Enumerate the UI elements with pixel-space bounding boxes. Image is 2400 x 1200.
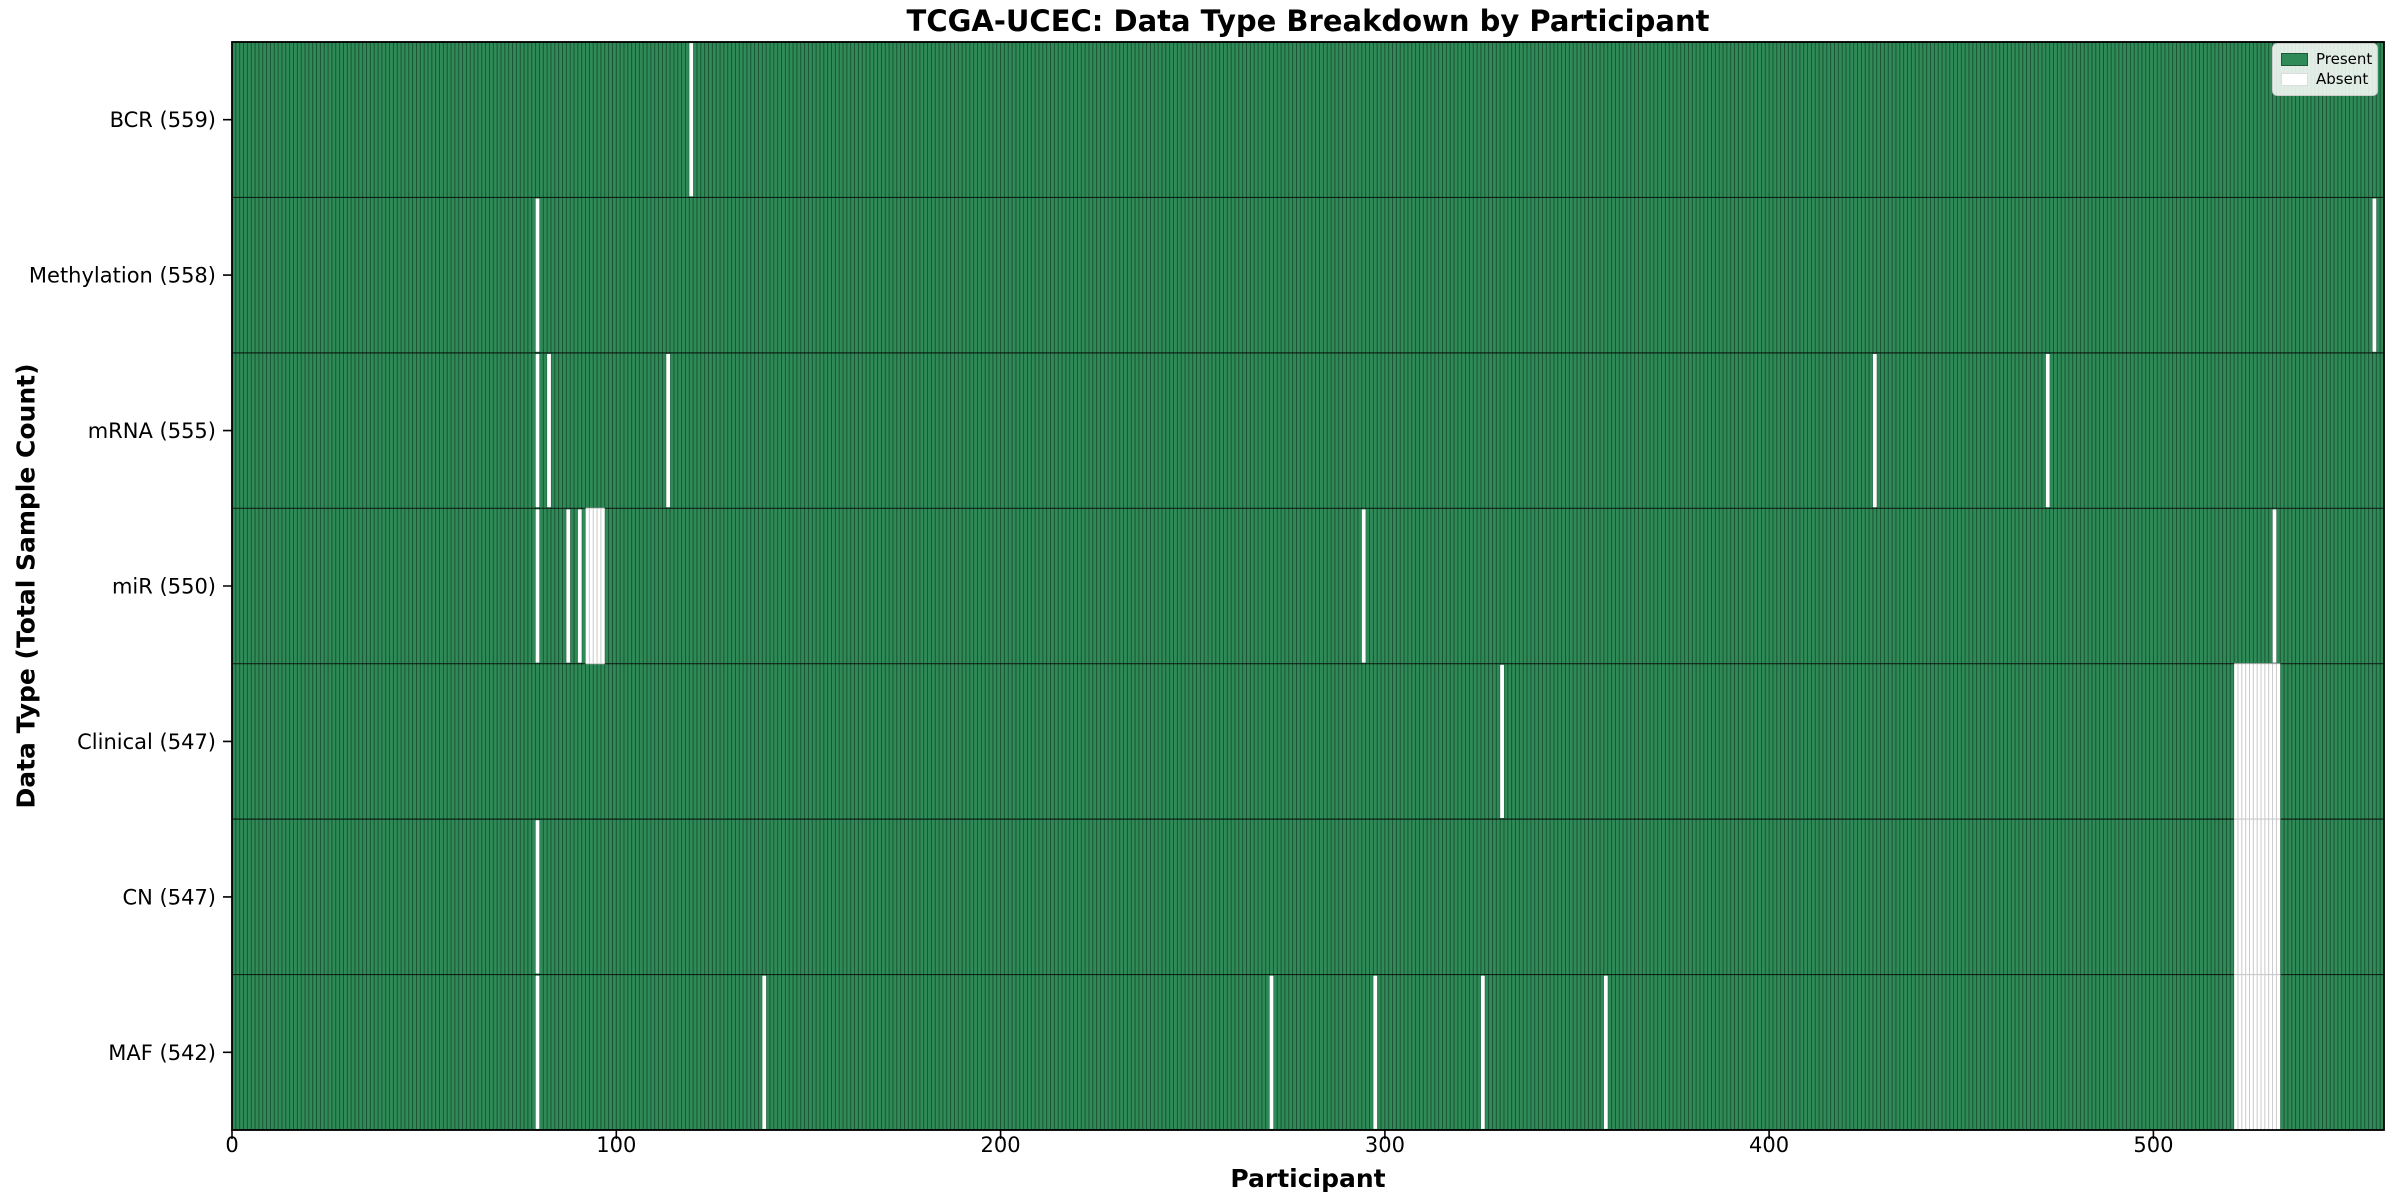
legend: Present Absent — [2272, 43, 2378, 96]
absent-gap-MAF — [762, 975, 767, 1129]
absent-gap-edges — [2234, 818, 2281, 976]
row-band-Clinical — [232, 663, 2384, 820]
legend-item-present: Present — [2281, 49, 2373, 68]
absent-gap-mRNA — [535, 353, 540, 508]
row-band-mRNA — [232, 352, 2384, 509]
absent-gap-Clinical — [1500, 664, 1504, 819]
y-tick-label-miR: miR (550) — [112, 575, 216, 599]
absent-gap-MAF — [1603, 975, 1608, 1129]
absent-gap-mRNA — [1872, 353, 1877, 508]
absent-swatch — [2281, 73, 2308, 87]
legend-item-absent: Absent — [2281, 72, 2369, 87]
y-tick-label-mRNA: mRNA (555) — [88, 419, 216, 443]
x-tick-label: 0 — [225, 1133, 238, 1157]
absent-gap-MAF — [1373, 975, 1378, 1129]
legend-label: Present — [2316, 49, 2373, 68]
row-band-BCR — [232, 42, 2384, 198]
y-tick-label-Methylation: Methylation (558) — [29, 264, 216, 288]
absent-gap-MAF — [1480, 975, 1485, 1129]
absent-gap-Methylation — [535, 198, 540, 352]
absent-gap-mRNA — [2045, 353, 2050, 508]
x-axis-title: Participant — [1230, 1164, 1386, 1193]
y-tick-label-Clinical: Clinical (547) — [77, 730, 216, 754]
absent-gap-edges — [2234, 974, 2281, 1131]
absent-gap-mRNA — [666, 353, 671, 508]
absent-gap-miR — [2272, 509, 2277, 663]
y-tick-label-BCR: BCR (559) — [110, 108, 216, 132]
bar-edges — [231, 42, 2385, 1130]
legend-label: Absent — [2316, 70, 2369, 89]
absent-gap-mRNA — [547, 353, 551, 508]
row-band-Methylation — [232, 197, 2384, 353]
absent-gap-CN — [535, 820, 540, 974]
absent-gap-miR — [1361, 509, 1366, 663]
axis-ticks — [223, 118, 2155, 1139]
present-swatch — [2281, 52, 2308, 66]
absent-gap-miR — [566, 509, 571, 663]
y-tick-label-CN: CN (547) — [122, 885, 216, 909]
absent-gap-Methylation — [2372, 198, 2377, 352]
absent-gap-miR — [535, 509, 540, 663]
absent-gap-MAF — [535, 975, 540, 1129]
absent-gap-BCR — [689, 43, 694, 197]
chart-title: TCGA-UCEC: Data Type Breakdown by Partic… — [906, 4, 1710, 38]
row-band-CN — [232, 819, 2384, 975]
row-band-MAF — [232, 974, 2384, 1130]
absent-gap-miR — [585, 508, 605, 664]
absent-gap-edges — [2234, 663, 2281, 820]
absent-gap-edges — [585, 507, 605, 665]
y-tick-label-MAF: MAF (542) — [108, 1041, 216, 1065]
absent-gap-MAF — [1269, 975, 1274, 1129]
absent-gap-miR — [577, 509, 582, 663]
